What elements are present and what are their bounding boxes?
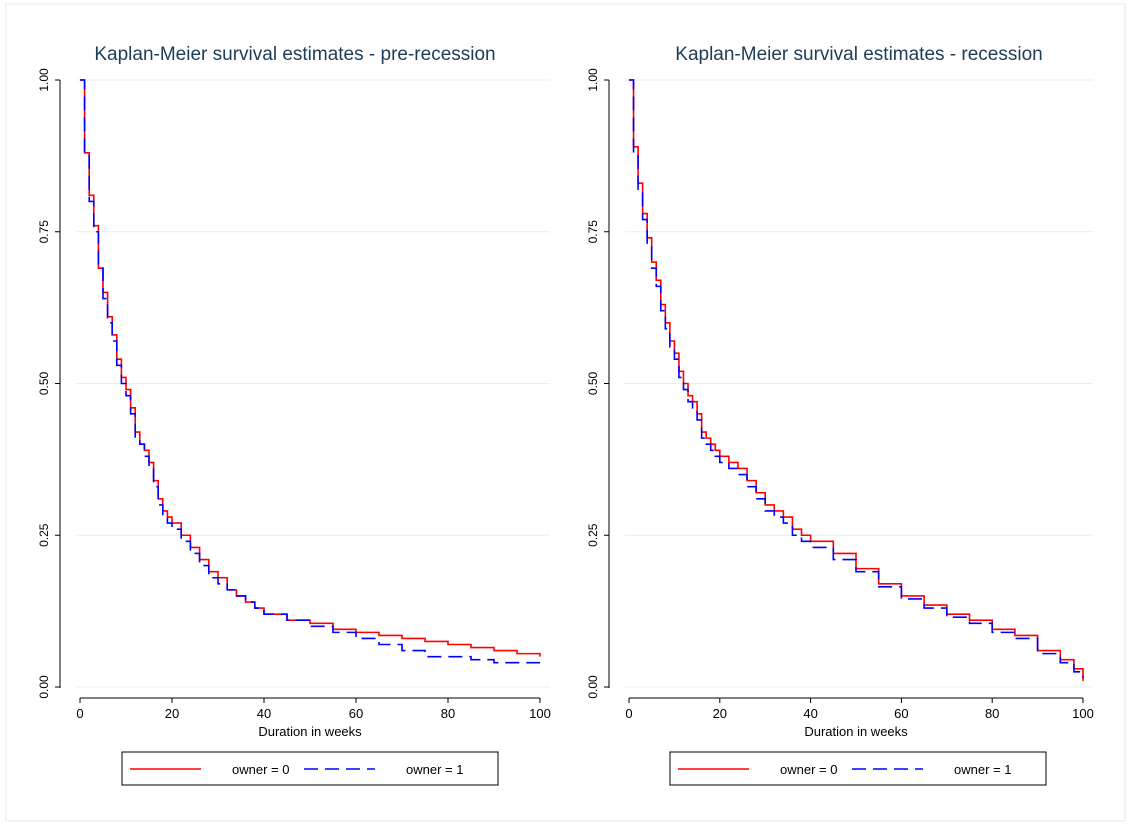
y-tick-label: 0.25	[586, 523, 600, 547]
y-tick-label: 0.00	[586, 675, 600, 699]
y-tick-label: 0.00	[37, 675, 51, 699]
y-tick-label: 1.00	[37, 68, 51, 92]
x-tick-label: 60	[349, 706, 363, 721]
y-tick-label: 0.25	[37, 523, 51, 547]
x-tick-label: 40	[257, 706, 271, 721]
legend: owner = 0 owner = 1	[121, 751, 499, 786]
y-tick-label: 0.50	[586, 371, 600, 395]
x-tick-label: 20	[713, 706, 727, 721]
x-tick-label: 40	[803, 706, 817, 721]
x-tick-label: 80	[441, 706, 455, 721]
survival-curve-owner-1	[629, 79, 1084, 678]
legend-label: owner = 1	[406, 762, 463, 777]
x-tick-label: 100	[1072, 706, 1094, 721]
x-tick-label: 60	[894, 706, 908, 721]
x-tick-label: 0	[76, 706, 83, 721]
survival-plot-recession: Kaplan-Meier survival estimates - recess…	[586, 44, 1094, 786]
x-tick-label: 100	[529, 706, 551, 721]
x-tick-label: 0	[625, 706, 632, 721]
y-tick-label: 0.75	[586, 220, 600, 244]
y-tick-label: 0.75	[37, 220, 51, 244]
chart-title: Kaplan-Meier survival estimates - pre-re…	[94, 44, 495, 65]
y-tick-label: 0.50	[37, 371, 51, 395]
x-tick-label: 80	[985, 706, 999, 721]
x-axis-title: Duration in weeks	[258, 724, 362, 739]
chart-title: Kaplan-Meier survival estimates - recess…	[675, 44, 1042, 65]
legend-label: owner = 0	[232, 762, 289, 777]
x-axis-title: Duration in weeks	[804, 724, 908, 739]
x-tick-label: 20	[165, 706, 179, 721]
survival-curve-owner-1	[80, 79, 540, 664]
y-tick-label: 1.00	[586, 68, 600, 92]
survival-plot-pre-recession: Kaplan-Meier survival estimates - pre-re…	[37, 44, 551, 786]
legend: owner = 0 owner = 1	[669, 751, 1047, 786]
legend-label: owner = 0	[780, 762, 837, 777]
legend-label: owner = 1	[954, 762, 1011, 777]
